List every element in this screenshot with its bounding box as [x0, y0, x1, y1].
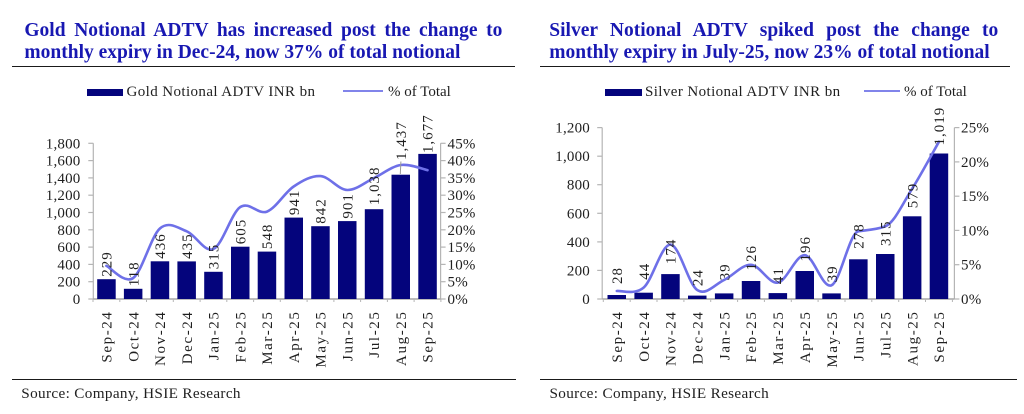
- svg-text:40%: 40%: [448, 154, 476, 170]
- svg-text:May-25: May-25: [314, 311, 330, 368]
- svg-text:278: 278: [852, 223, 868, 249]
- svg-text:44: 44: [637, 263, 653, 280]
- svg-text:1,600: 1,600: [46, 154, 81, 170]
- svg-text:118: 118: [126, 261, 142, 286]
- svg-text:200: 200: [567, 263, 590, 279]
- svg-text:196: 196: [798, 236, 814, 262]
- svg-text:24: 24: [691, 269, 707, 286]
- svg-text:Sep-25: Sep-25: [932, 311, 948, 363]
- svg-text:Sep-24: Sep-24: [610, 311, 626, 363]
- svg-text:Oct-24: Oct-24: [637, 311, 653, 362]
- svg-text:Mar-25: Mar-25: [771, 311, 787, 365]
- svg-text:Jun-25: Jun-25: [852, 311, 868, 361]
- svg-text:126: 126: [744, 245, 760, 271]
- svg-text:Sep-24: Sep-24: [100, 311, 116, 363]
- svg-text:800: 800: [567, 178, 590, 194]
- svg-text:Aug-25: Aug-25: [394, 311, 410, 366]
- svg-text:400: 400: [57, 257, 80, 273]
- svg-text:Aug-25: Aug-25: [905, 311, 921, 366]
- svg-text:605: 605: [233, 219, 249, 245]
- svg-text:25%: 25%: [961, 121, 989, 137]
- svg-text:20%: 20%: [961, 155, 989, 171]
- svg-text:39: 39: [717, 263, 733, 280]
- svg-text:0: 0: [582, 292, 590, 308]
- svg-text:Dec-24: Dec-24: [691, 311, 707, 365]
- svg-text:1,200: 1,200: [555, 121, 590, 137]
- svg-text:901: 901: [340, 193, 356, 219]
- svg-text:1,200: 1,200: [46, 188, 81, 204]
- svg-text:800: 800: [57, 223, 80, 239]
- svg-text:15%: 15%: [448, 240, 476, 256]
- svg-text:Jun-25: Jun-25: [340, 311, 356, 361]
- svg-text:1,400: 1,400: [46, 171, 81, 187]
- svg-text:25%: 25%: [448, 206, 476, 222]
- svg-text:1,437: 1,437: [394, 121, 410, 160]
- svg-text:30%: 30%: [448, 188, 476, 204]
- svg-text:Feb-25: Feb-25: [233, 311, 249, 363]
- svg-text:842: 842: [314, 198, 330, 224]
- svg-text:1,000: 1,000: [46, 206, 81, 222]
- svg-text:579: 579: [905, 183, 921, 209]
- svg-text:Nov-24: Nov-24: [664, 311, 680, 366]
- svg-text:Jul-25: Jul-25: [367, 311, 383, 358]
- svg-text:39: 39: [825, 265, 841, 282]
- svg-text:Nov-24: Nov-24: [153, 311, 169, 366]
- svg-text:35%: 35%: [448, 171, 476, 187]
- svg-text:10%: 10%: [961, 223, 989, 239]
- svg-text:435: 435: [180, 233, 196, 259]
- svg-text:15%: 15%: [961, 189, 989, 205]
- svg-text:174: 174: [664, 239, 680, 265]
- svg-text:436: 436: [153, 233, 169, 259]
- svg-text:Mar-25: Mar-25: [260, 311, 276, 365]
- svg-text:45%: 45%: [448, 136, 476, 152]
- svg-text:0: 0: [73, 292, 81, 308]
- svg-text:May-25: May-25: [825, 311, 841, 368]
- svg-text:400: 400: [567, 235, 590, 251]
- svg-text:1,019: 1,019: [932, 107, 948, 146]
- svg-text:Oct-24: Oct-24: [126, 311, 142, 362]
- svg-text:Sep-25: Sep-25: [421, 311, 437, 363]
- svg-text:229: 229: [100, 251, 116, 277]
- svg-text:20%: 20%: [448, 223, 476, 239]
- svg-text:548: 548: [260, 224, 276, 250]
- svg-text:10%: 10%: [448, 257, 476, 273]
- svg-text:315: 315: [879, 221, 895, 247]
- svg-text:1,000: 1,000: [555, 149, 590, 165]
- svg-text:28: 28: [610, 267, 626, 284]
- svg-text:1,677: 1,677: [421, 114, 437, 153]
- svg-text:1,038: 1,038: [367, 166, 383, 205]
- svg-text:Dec-24: Dec-24: [180, 311, 196, 365]
- svg-text:600: 600: [57, 240, 80, 256]
- svg-text:0%: 0%: [448, 292, 468, 308]
- svg-text:1,800: 1,800: [46, 136, 81, 152]
- svg-text:941: 941: [287, 190, 303, 216]
- svg-text:5%: 5%: [448, 275, 468, 291]
- svg-text:Apr-25: Apr-25: [287, 311, 303, 364]
- svg-text:Apr-25: Apr-25: [798, 311, 814, 364]
- svg-text:0%: 0%: [961, 292, 981, 308]
- svg-text:5%: 5%: [961, 258, 981, 274]
- svg-text:Jan-25: Jan-25: [207, 311, 223, 361]
- svg-text:200: 200: [57, 275, 80, 291]
- svg-text:41: 41: [771, 267, 787, 284]
- svg-text:600: 600: [567, 206, 590, 222]
- svg-text:Jan-25: Jan-25: [717, 311, 733, 361]
- svg-text:Feb-25: Feb-25: [744, 311, 760, 363]
- svg-text:315: 315: [207, 244, 223, 270]
- svg-text:Jul-25: Jul-25: [879, 311, 895, 358]
